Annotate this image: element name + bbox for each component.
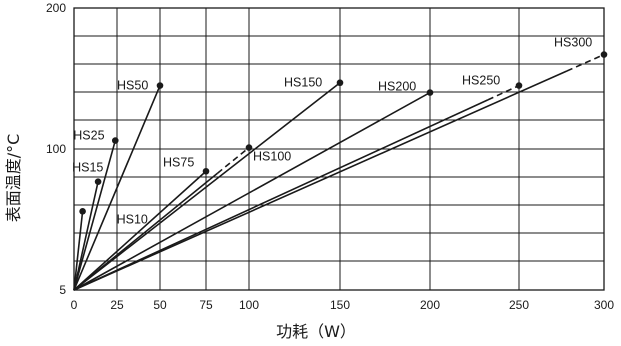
series-label-hs75: HS75 — [163, 155, 194, 169]
series-point-hs150 — [336, 79, 344, 87]
series-line-hs250 — [73, 99, 489, 291]
series-point-hs15 — [94, 178, 102, 185]
series-line-hs300 — [73, 70, 568, 291]
series-label-hs10: HS10 — [117, 212, 148, 226]
x-tick-label: 75 — [199, 298, 213, 312]
series-line-dashed-hs300 — [566, 53, 605, 72]
x-tick-label: 100 — [239, 298, 259, 312]
series-label-hs50: HS50 — [117, 79, 148, 93]
series-point-hs200 — [426, 89, 434, 96]
series-line-dashed-hs100 — [216, 146, 250, 174]
series-line-hs10 — [73, 211, 84, 291]
series-lines — [73, 53, 605, 291]
grid — [74, 8, 604, 290]
y-tick-label: 200 — [46, 1, 66, 15]
series-label-hs300: HS300 — [554, 36, 592, 50]
x-tick-label: 150 — [330, 298, 350, 312]
series-labels: HS10 HS15 HS25 HS50 HS75 HS100 HS150 HS200 HS250… — [72, 36, 592, 227]
x-tick-label: 200 — [420, 298, 440, 312]
series-line-hs25 — [73, 140, 117, 291]
y-tick-labels: 5 100 200 — [46, 1, 66, 297]
x-tick-labels: 0 25 50 75 100 150 200 250 300 — [71, 298, 615, 312]
series-label-hs150: HS150 — [284, 76, 322, 90]
x-tick-label: 25 — [110, 298, 124, 312]
series-point-hs100 — [245, 144, 253, 151]
series-label-hs100: HS100 — [253, 150, 291, 164]
series-points — [79, 51, 608, 215]
series-line-hs75 — [73, 170, 207, 291]
series-point-hs250 — [515, 82, 523, 89]
y-tick-label: 5 — [59, 283, 66, 297]
series-line-hs15 — [73, 181, 99, 291]
plot-frame — [73, 7, 605, 291]
series-point-hs10 — [79, 208, 86, 215]
x-tick-label: 0 — [71, 298, 78, 312]
y-tick-label: 100 — [46, 142, 66, 156]
series-point-hs300 — [600, 51, 608, 58]
series-line-hs50 — [73, 85, 161, 291]
series-point-hs25 — [111, 137, 119, 144]
x-axis-title: 功耗（W） — [276, 322, 356, 341]
series-line-dashed-hs250 — [487, 84, 520, 101]
series-label-hs25: HS25 — [73, 129, 104, 143]
x-tick-label: 300 — [594, 298, 614, 312]
series-line-hs200 — [73, 91, 431, 291]
series-label-hs250: HS250 — [462, 74, 500, 88]
x-tick-label: 50 — [153, 298, 167, 312]
x-tick-label: 250 — [509, 298, 529, 312]
series-point-hs75 — [202, 167, 210, 175]
series-label-hs15: HS15 — [72, 161, 103, 175]
series-line-hs150 — [73, 82, 341, 291]
y-axis-title: 表面温度/°C — [4, 134, 23, 223]
series-point-hs50 — [156, 82, 164, 89]
series-label-hs200: HS200 — [378, 80, 416, 94]
